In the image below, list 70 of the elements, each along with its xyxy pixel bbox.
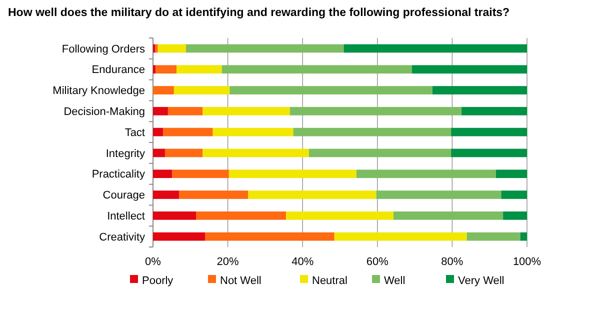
bar <box>153 232 205 241</box>
bar <box>501 190 527 199</box>
bar <box>156 65 177 74</box>
bar <box>186 44 344 53</box>
bar <box>163 128 213 136</box>
bar <box>164 148 203 158</box>
y-tick-label: Practicality <box>92 168 146 181</box>
bar <box>212 128 294 136</box>
bar <box>153 148 165 158</box>
x-tick-label: 100% <box>512 256 542 268</box>
legend-label: Not Well <box>220 274 262 287</box>
bar <box>202 148 309 158</box>
x-tick-label: 60% <box>366 256 389 268</box>
bar <box>520 232 527 241</box>
bar <box>153 190 180 199</box>
chart-title: How well does the military do at identifying and rewarding the following professional traits? <box>8 7 510 19</box>
bar <box>174 86 230 94</box>
y-tick-label: Tact <box>124 126 145 139</box>
bar <box>393 211 504 220</box>
legend-label: Poorly <box>142 274 174 287</box>
legend-label: Very Well <box>458 274 504 287</box>
bar <box>451 128 527 136</box>
y-tick-label: Decision-Making <box>64 106 145 118</box>
bar <box>176 65 222 74</box>
bar <box>155 44 158 53</box>
legend-label: Neutral <box>312 274 348 287</box>
y-tick-label: Creativity <box>99 231 146 244</box>
y-tick-label: Intellect <box>107 210 145 222</box>
bar <box>344 44 527 53</box>
bar <box>432 86 527 94</box>
bar <box>503 211 527 220</box>
bar <box>202 106 290 116</box>
y-tick-label: Following Orders <box>62 43 146 56</box>
y-tick-label: Endurance <box>92 64 145 76</box>
bar <box>172 170 229 178</box>
y-tick-label: Courage <box>102 190 145 202</box>
bar <box>153 65 156 74</box>
x-tick-label: 20% <box>216 256 240 268</box>
bar <box>290 106 462 116</box>
bar <box>334 232 467 241</box>
x-tick-label: 40% <box>292 256 314 268</box>
bar <box>153 211 196 220</box>
bar <box>286 211 394 220</box>
x-tick-label: 80% <box>441 256 464 268</box>
bar <box>153 106 168 116</box>
bar <box>158 44 186 53</box>
bar <box>196 211 286 220</box>
bar <box>168 106 203 116</box>
bar <box>248 190 376 199</box>
bar <box>293 128 452 136</box>
bar <box>153 128 164 136</box>
bar <box>228 170 356 178</box>
bar <box>153 170 172 178</box>
bar <box>462 106 527 116</box>
y-tick-label: Military Knowledge <box>52 85 145 98</box>
x-tick-label: 0% <box>145 256 162 268</box>
bar <box>179 190 248 199</box>
bar <box>451 148 527 158</box>
legend-label: Well <box>384 274 406 287</box>
bar <box>466 232 520 241</box>
bar <box>412 65 527 74</box>
bar <box>356 170 496 178</box>
bar <box>153 86 174 94</box>
bar <box>308 148 452 158</box>
bar <box>204 232 334 241</box>
bar <box>376 190 502 199</box>
bar <box>222 65 412 74</box>
y-tick-label: Integrity <box>106 148 146 160</box>
bar <box>230 86 432 94</box>
bar <box>496 170 527 178</box>
